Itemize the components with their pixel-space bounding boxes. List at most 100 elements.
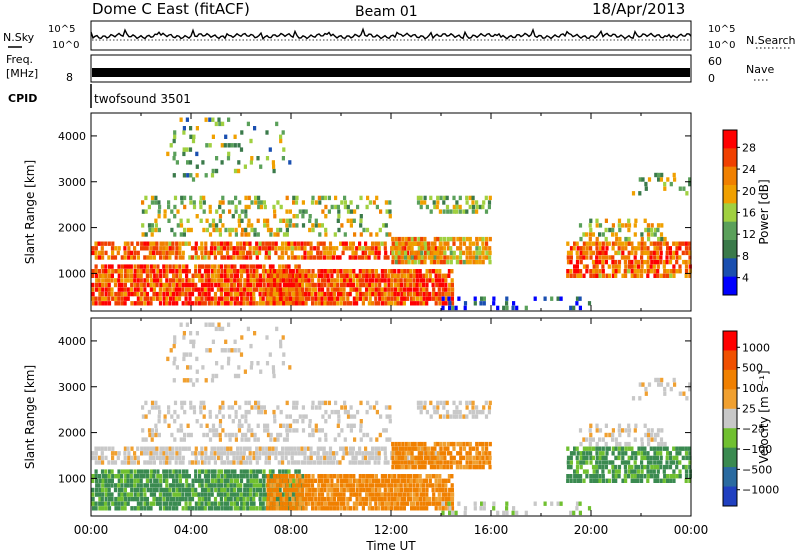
velocity-cell xyxy=(226,478,230,483)
power-cell xyxy=(688,246,692,251)
power-cell xyxy=(266,301,270,306)
power-cell xyxy=(425,282,429,288)
velocity-cell xyxy=(303,460,307,465)
velocity-cell xyxy=(326,506,330,511)
power-cell xyxy=(172,273,176,278)
velocity-cell xyxy=(288,501,292,506)
power-cell xyxy=(446,259,450,265)
power-cell xyxy=(100,246,104,251)
power-cell xyxy=(684,246,689,251)
power-cell xyxy=(307,255,311,260)
colorbar-swatch xyxy=(723,486,737,507)
power-cell xyxy=(346,291,350,297)
velocity-cell xyxy=(355,496,359,502)
power-cell xyxy=(311,296,315,301)
power-cell xyxy=(285,278,289,283)
velocity-cell xyxy=(425,496,429,502)
velocity-cell xyxy=(579,464,583,470)
velocity-cell xyxy=(218,423,222,428)
power-cell xyxy=(292,223,296,228)
velocity-cell xyxy=(447,478,451,483)
velocity-cell xyxy=(400,474,404,479)
power-cell xyxy=(247,218,251,223)
velocity-cell xyxy=(355,506,359,511)
velocity-cell xyxy=(382,428,386,433)
power-cell xyxy=(434,291,438,297)
power-cell xyxy=(371,282,375,288)
cpid-label: CPID xyxy=(8,92,37,105)
velocity-cell xyxy=(94,478,99,483)
power-cell xyxy=(614,273,618,278)
power-cell xyxy=(354,250,358,256)
power-cell xyxy=(675,246,679,251)
velocity-cell xyxy=(402,506,406,511)
velocity-cell xyxy=(637,446,641,451)
power-cell xyxy=(171,291,175,297)
power-cell xyxy=(146,282,150,288)
power-cell xyxy=(95,278,99,283)
velocity-cell xyxy=(139,474,143,479)
velocity-cell xyxy=(428,474,432,479)
velocity-cell xyxy=(259,501,263,506)
velocity-cell xyxy=(436,400,440,406)
power-cell xyxy=(380,287,384,292)
power-cell xyxy=(258,301,262,306)
power-cell xyxy=(592,269,596,274)
velocity-cell xyxy=(394,460,398,465)
power-cell xyxy=(158,291,162,297)
velocity-cell xyxy=(296,460,300,465)
velocity-cell xyxy=(406,487,410,493)
power-cell xyxy=(252,246,256,251)
power-cell xyxy=(415,291,420,297)
velocity-cell xyxy=(322,451,326,456)
velocity-cell xyxy=(175,451,179,456)
velocity-cell xyxy=(409,474,413,479)
power-cell xyxy=(428,273,432,278)
power-cell xyxy=(419,273,423,278)
power-cell xyxy=(258,250,262,256)
power-cell xyxy=(413,287,417,292)
velocity-cell xyxy=(271,446,275,451)
velocity-cell xyxy=(688,460,692,465)
power-cell xyxy=(420,250,424,256)
velocity-cell xyxy=(611,437,615,442)
power-cell xyxy=(237,218,241,223)
power-cell xyxy=(183,227,187,233)
velocity-cell xyxy=(578,478,583,483)
power-cell xyxy=(277,296,281,301)
power-cell xyxy=(215,168,219,174)
velocity-cell xyxy=(451,510,455,516)
velocity-cell xyxy=(301,492,305,497)
power-cell xyxy=(180,200,184,205)
power-cell xyxy=(94,264,98,269)
power-cell xyxy=(452,209,456,214)
velocity-cell xyxy=(255,474,259,479)
velocity-cell xyxy=(158,492,162,497)
velocity-cell xyxy=(434,478,438,483)
velocity-cell xyxy=(431,487,435,493)
velocity-cell xyxy=(149,446,153,451)
power-cell xyxy=(620,255,624,260)
velocity-cell xyxy=(420,405,424,410)
velocity-cell xyxy=(234,437,238,442)
velocity-cell xyxy=(244,414,248,419)
velocity-cell xyxy=(200,478,204,483)
velocity-cell xyxy=(230,487,234,493)
velocity-cell xyxy=(291,492,295,497)
velocity-cell xyxy=(657,441,661,447)
power-cell xyxy=(133,264,137,269)
power-cell xyxy=(168,246,172,251)
velocity-cell xyxy=(353,414,357,419)
velocity-cell xyxy=(178,451,182,456)
power-cell xyxy=(302,209,306,214)
power-cell xyxy=(172,173,176,178)
power-cell xyxy=(328,241,333,246)
velocity-cell xyxy=(294,405,299,410)
velocity-cell xyxy=(262,405,266,410)
power-cell xyxy=(311,282,315,288)
velocity-cell xyxy=(307,455,311,461)
velocity-cell xyxy=(440,487,445,493)
power-cell xyxy=(322,246,326,251)
velocity-cell xyxy=(398,446,402,451)
power-cell xyxy=(143,264,147,269)
